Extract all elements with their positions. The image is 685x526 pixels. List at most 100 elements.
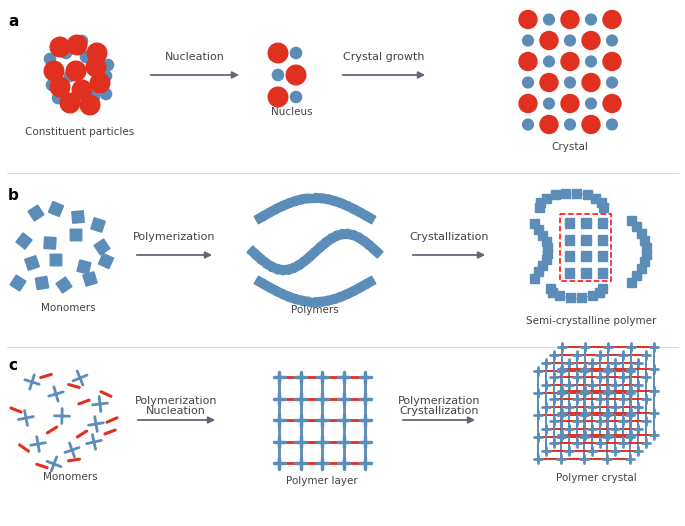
Bar [323, 235, 334, 247]
Bar [306, 248, 319, 260]
Bar [326, 295, 336, 305]
Circle shape [101, 88, 112, 99]
Circle shape [523, 77, 534, 88]
Bar [355, 233, 366, 245]
Bar [637, 264, 646, 272]
Circle shape [603, 53, 621, 70]
Circle shape [586, 14, 597, 25]
Circle shape [586, 56, 597, 67]
Bar [597, 284, 606, 292]
Bar [564, 251, 575, 261]
Text: Polymer layer: Polymer layer [286, 476, 358, 486]
Bar [351, 205, 363, 217]
Bar [632, 270, 641, 280]
Bar [561, 189, 570, 198]
Bar [314, 194, 323, 203]
Circle shape [607, 77, 617, 88]
Circle shape [519, 53, 537, 70]
Circle shape [561, 53, 579, 70]
Bar [581, 268, 591, 278]
Bar [287, 292, 298, 304]
Circle shape [540, 74, 558, 92]
Bar [597, 235, 608, 245]
Circle shape [77, 35, 88, 47]
Bar [627, 216, 636, 225]
Bar [261, 280, 272, 291]
Bar [317, 239, 329, 251]
Bar [542, 237, 551, 246]
Circle shape [564, 77, 575, 88]
Text: Crystal growth: Crystal growth [343, 52, 425, 62]
Bar [536, 198, 545, 207]
Bar [274, 287, 285, 298]
Text: Crystallization: Crystallization [399, 406, 479, 416]
Bar [320, 194, 329, 204]
Bar [530, 218, 538, 228]
Circle shape [88, 92, 99, 103]
Circle shape [523, 119, 534, 130]
Bar [566, 294, 575, 302]
Bar [71, 229, 82, 241]
Circle shape [544, 14, 554, 25]
Bar [254, 212, 266, 224]
Bar [287, 197, 298, 207]
Text: Polymer crystal: Polymer crystal [556, 473, 636, 483]
Circle shape [50, 37, 70, 57]
Circle shape [519, 95, 537, 113]
Circle shape [286, 65, 306, 85]
Bar [545, 284, 554, 292]
Text: Polymerization: Polymerization [398, 396, 480, 406]
Bar [538, 231, 547, 240]
Bar [301, 297, 310, 306]
Bar [99, 254, 114, 269]
Bar [543, 243, 552, 252]
Circle shape [87, 43, 107, 63]
Bar [534, 267, 543, 276]
Bar [334, 230, 345, 240]
Bar [280, 199, 291, 210]
Bar [597, 198, 606, 207]
Circle shape [582, 116, 600, 134]
Bar [77, 260, 91, 274]
Text: Monomers: Monomers [40, 303, 95, 313]
Text: Nucleation: Nucleation [165, 52, 225, 62]
Bar [326, 195, 336, 205]
Bar [534, 225, 543, 234]
Circle shape [45, 54, 55, 65]
Bar [627, 278, 636, 287]
Bar [252, 251, 264, 263]
Bar [564, 218, 575, 228]
Bar [36, 276, 49, 290]
Bar [572, 189, 581, 198]
Bar [637, 229, 646, 238]
Circle shape [47, 79, 58, 90]
Text: a: a [8, 14, 18, 29]
Bar [320, 296, 329, 306]
Circle shape [290, 92, 301, 103]
Bar [28, 205, 44, 221]
Bar [264, 259, 275, 271]
Circle shape [523, 35, 534, 46]
Bar [643, 250, 651, 259]
Bar [91, 218, 105, 232]
Bar [366, 241, 377, 253]
Bar [588, 291, 597, 300]
Circle shape [60, 47, 72, 58]
Circle shape [67, 35, 87, 55]
Bar [560, 214, 611, 281]
Circle shape [582, 74, 600, 92]
Bar [542, 255, 551, 264]
Bar [294, 295, 304, 305]
Bar [294, 195, 304, 205]
Text: c: c [8, 358, 17, 373]
Bar [640, 236, 649, 245]
Bar [597, 218, 608, 228]
Bar [358, 280, 369, 291]
Bar [332, 197, 343, 208]
Bar [72, 211, 84, 223]
Bar [247, 246, 259, 258]
Text: Nucleus: Nucleus [271, 107, 313, 117]
Bar [10, 275, 26, 291]
Bar [582, 190, 592, 199]
Bar [56, 277, 72, 293]
